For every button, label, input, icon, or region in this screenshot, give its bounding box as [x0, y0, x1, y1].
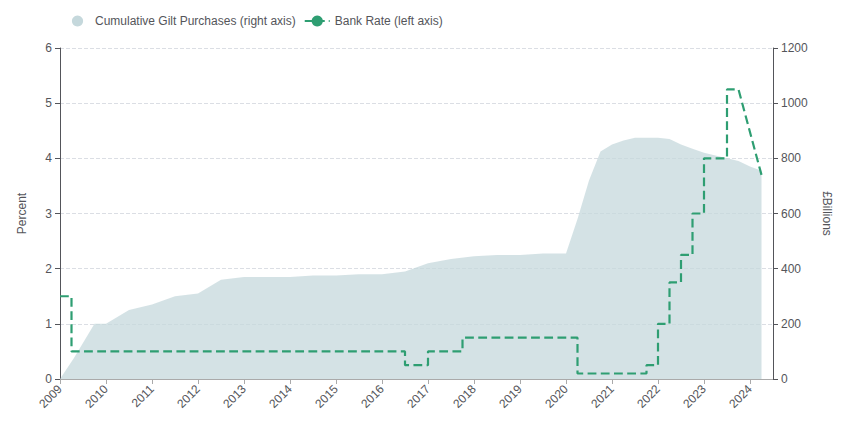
- svg-text:2023: 2023: [680, 382, 709, 411]
- svg-text:1000: 1000: [781, 96, 808, 110]
- svg-text:2010: 2010: [82, 382, 111, 411]
- svg-text:2013: 2013: [220, 382, 249, 411]
- svg-text:2021: 2021: [588, 382, 617, 411]
- svg-text:2019: 2019: [496, 382, 525, 411]
- svg-text:2012: 2012: [174, 382, 203, 411]
- svg-text:2024: 2024: [726, 382, 755, 411]
- svg-text:Percent: Percent: [15, 192, 29, 234]
- svg-text:2022: 2022: [634, 382, 663, 411]
- svg-text:2018: 2018: [450, 382, 479, 411]
- svg-text:£Billions: £Billions: [820, 191, 834, 236]
- svg-text:2009: 2009: [36, 382, 65, 411]
- svg-text:2: 2: [45, 262, 52, 276]
- svg-text:Bank Rate (left axis): Bank Rate (left axis): [335, 14, 443, 28]
- svg-text:2016: 2016: [358, 382, 387, 411]
- svg-text:600: 600: [781, 207, 801, 221]
- svg-text:800: 800: [781, 151, 801, 165]
- svg-text:0: 0: [45, 372, 52, 386]
- svg-text:3: 3: [45, 207, 52, 221]
- svg-text:1: 1: [45, 317, 52, 331]
- svg-text:2011: 2011: [129, 382, 157, 410]
- svg-text:2017: 2017: [404, 382, 433, 411]
- svg-text:200: 200: [781, 317, 801, 331]
- svg-text:2014: 2014: [266, 382, 295, 411]
- svg-text:6: 6: [45, 41, 52, 55]
- svg-text:2015: 2015: [312, 382, 341, 411]
- svg-text:4: 4: [45, 151, 52, 165]
- svg-text:0: 0: [781, 372, 788, 386]
- svg-text:1200: 1200: [781, 41, 808, 55]
- svg-text:2020: 2020: [542, 382, 571, 411]
- svg-text:Cumulative Gilt Purchases (rig: Cumulative Gilt Purchases (right axis): [95, 14, 296, 28]
- svg-text:5: 5: [45, 96, 52, 110]
- svg-text:400: 400: [781, 262, 801, 276]
